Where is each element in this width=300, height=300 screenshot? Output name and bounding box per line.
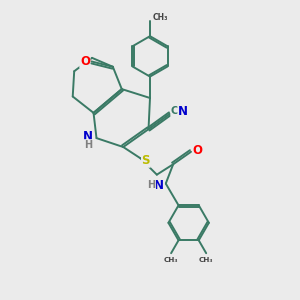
Text: CH₃: CH₃ [199, 257, 213, 263]
Text: S: S [142, 154, 150, 167]
Text: CH₃: CH₃ [153, 13, 168, 22]
Text: H: H [84, 140, 92, 150]
Text: N: N [154, 179, 164, 192]
Text: O: O [193, 143, 202, 157]
Text: O: O [80, 55, 90, 68]
Text: C: C [171, 106, 178, 116]
Text: N: N [83, 130, 93, 143]
Text: CH₃: CH₃ [164, 257, 178, 263]
Text: H: H [147, 180, 155, 190]
Text: N: N [178, 105, 188, 118]
